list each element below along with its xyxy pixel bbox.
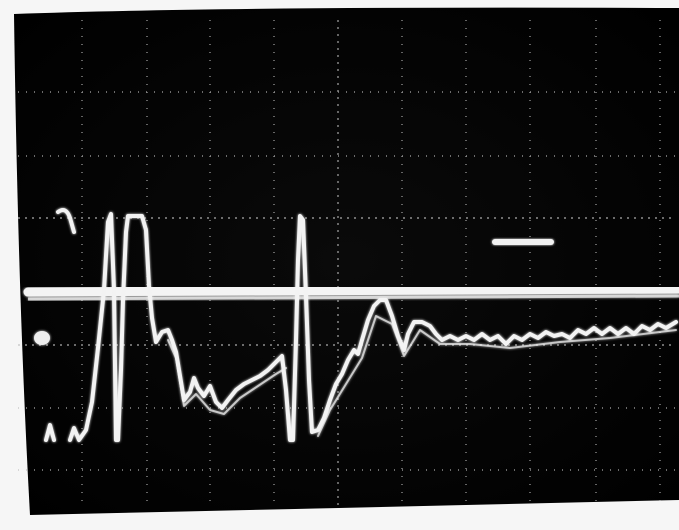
left-edge-artifact — [34, 331, 50, 345]
baseline-trace — [23, 284, 679, 301]
trace-marker — [492, 239, 554, 245]
graticule-grid — [18, 20, 675, 505]
signal-trace — [44, 212, 678, 442]
trace-start-hook — [56, 208, 76, 234]
